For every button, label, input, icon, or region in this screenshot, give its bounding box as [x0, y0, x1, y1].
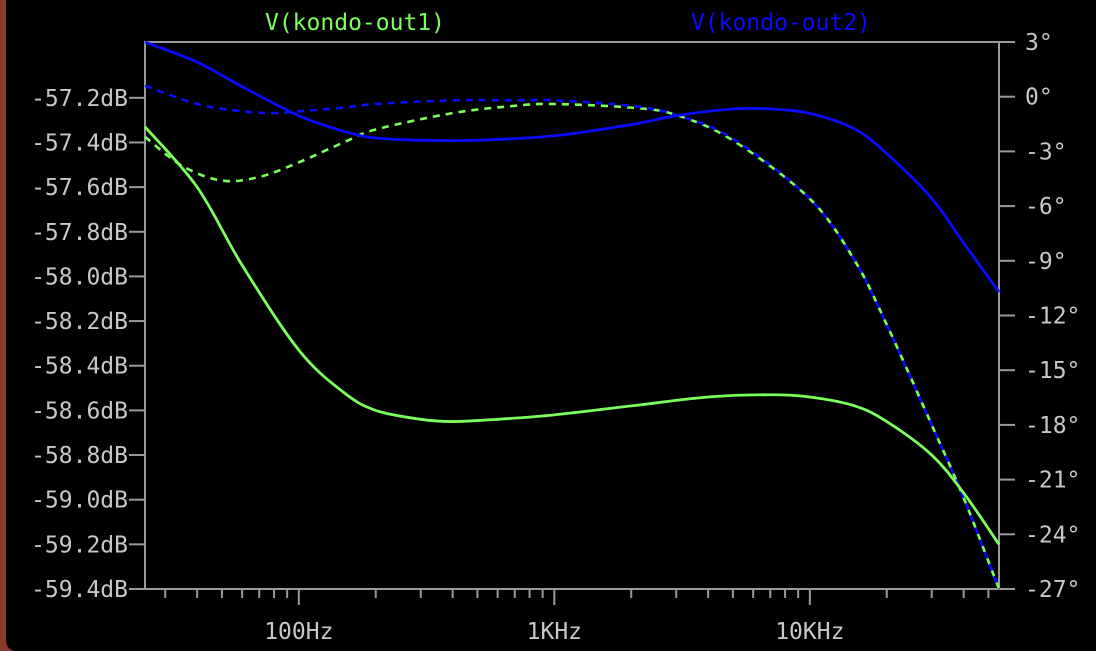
y-left-tick-label: -58.4dB: [31, 354, 128, 380]
y-left-tick-label: -59.4dB: [31, 577, 128, 603]
y-left-tick-label: -57.2dB: [31, 86, 128, 112]
x-tick-label: 10KHz: [775, 619, 844, 645]
y-left-tick-label: -58.2dB: [31, 309, 128, 335]
plot-window: -57.2dB -57.4dB -57.6dB -57.8dB -58.0dB -58.2…: [6, 0, 1096, 651]
y-left-tick-label: -58.6dB: [31, 398, 128, 424]
bode-plot: -57.2dB -57.4dB -57.6dB -57.8dB -58.0dB -58.2…: [31, 10, 1080, 645]
y-right-tick-label: 0°: [1025, 85, 1053, 111]
trace-phase-out2: [144, 84, 1001, 590]
legend-label-out2: V(kondo-out2): [691, 10, 871, 36]
y-right-tick-label: -15°: [1025, 358, 1080, 384]
y-right-tick-label: 3°: [1025, 30, 1053, 56]
y-left-tick-label: -57.4dB: [31, 130, 128, 156]
y-left-tick-label: -58.8dB: [31, 443, 128, 469]
trace-magnitude-out2: [144, 40, 1001, 293]
y-right-tick-label: -6°: [1025, 194, 1067, 220]
y-right-tick-label: -12°: [1025, 304, 1080, 330]
y-right-tick-label: -21°: [1025, 468, 1080, 494]
trace-phase-out1: [144, 102, 1001, 590]
x-tick-label: 1KHz: [527, 619, 582, 645]
y-left-tick-label: -59.0dB: [31, 488, 128, 514]
y-left-tick-label: -59.2dB: [31, 532, 128, 558]
y-right-tick-label: -3°: [1025, 139, 1067, 165]
y-left-tick-label: -57.6dB: [31, 175, 128, 201]
y-right-tick-label: -24°: [1025, 522, 1080, 548]
plot-traces: [143, 40, 1001, 590]
x-tick-label: 100Hz: [264, 619, 333, 645]
plot-frame: -57.2dB -57.4dB -57.6dB -57.8dB -58.0dB -58.2…: [31, 30, 1080, 645]
y-left-tick-label: -58.0dB: [31, 264, 128, 290]
y-right-tick-label: -27°: [1025, 577, 1080, 603]
y-right-tick-label: -18°: [1025, 413, 1080, 439]
y-left-tick-label: -57.8dB: [31, 220, 128, 246]
y-right-tick-label: -9°: [1025, 249, 1067, 275]
trace-magnitude-out1: [143, 125, 1001, 546]
legend-label-out1: V(kondo-out1): [265, 10, 445, 36]
plot-legend: V(kondo-out1) V(kondo-out2): [265, 10, 871, 36]
